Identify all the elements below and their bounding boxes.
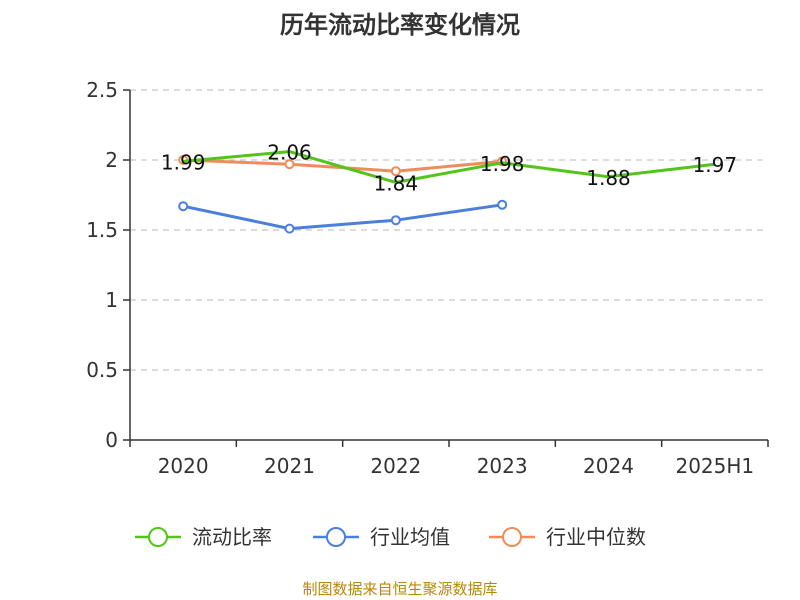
legend-label-2: 行业中位数	[546, 525, 646, 549]
data-labels: 1.99 2.06 1.84 1.98 1.88 1.97	[161, 141, 737, 196]
legend-item-0[interactable]: 流动比率	[135, 525, 272, 549]
series-line-0	[183, 150, 716, 184]
y-tick-label-3: 1.5	[86, 218, 118, 242]
legend-label-1: 行业均值	[370, 525, 450, 549]
x-tick-label-5: 2025H1	[675, 454, 754, 478]
legend-label-0: 流动比率	[192, 525, 272, 549]
y-tick-label-1: 0.5	[86, 358, 118, 382]
y-tick-label-2: 1	[105, 288, 118, 312]
source-note: 制图数据来自恒生聚源数据库	[302, 580, 497, 598]
x-tick-label-0: 2020	[158, 454, 209, 478]
legend-item-1[interactable]: 行业均值	[313, 525, 450, 549]
legend-swatch-marker-1	[326, 527, 346, 547]
series-1-point-0	[178, 201, 189, 212]
x-tick-label-2: 2022	[370, 454, 421, 478]
grid-lines	[130, 89, 768, 371]
data-label-3: 1.98	[480, 152, 525, 176]
legend-item-2[interactable]: 行业中位数	[489, 525, 646, 549]
y-tick-label-5: 2.5	[86, 78, 118, 102]
series-1-point-2	[390, 215, 401, 226]
series-lines	[178, 150, 716, 234]
series-2-point-1	[284, 159, 295, 170]
data-label-0: 1.99	[161, 150, 206, 174]
axes: 0 0.5 1 1.5 2 2.5 2020 2021 2022 2023 2024 2025H1	[86, 78, 769, 478]
y-tick-label-0: 0	[105, 428, 118, 452]
series-1-point-1	[284, 223, 295, 234]
x-tick-label-4: 2024	[583, 454, 634, 478]
legend-swatch-marker-2	[502, 527, 522, 547]
chart-title: 历年流动比率变化情况	[280, 11, 520, 39]
data-label-5: 1.97	[693, 153, 738, 177]
x-tick-label-1: 2021	[264, 454, 315, 478]
series-line-1	[182, 203, 503, 231]
series-1-point-3	[497, 199, 508, 210]
data-label-1: 2.06	[267, 141, 312, 165]
series-2-point-2	[390, 166, 401, 177]
data-label-4: 1.88	[586, 166, 631, 190]
legend-swatch-marker-0	[148, 527, 168, 547]
y-tick-label-4: 2	[105, 148, 118, 172]
legend[interactable]: 流动比率 行业均值 行业中位数	[135, 525, 646, 549]
data-label-2: 1.84	[374, 171, 419, 195]
x-tick-label-3: 2023	[477, 454, 528, 478]
